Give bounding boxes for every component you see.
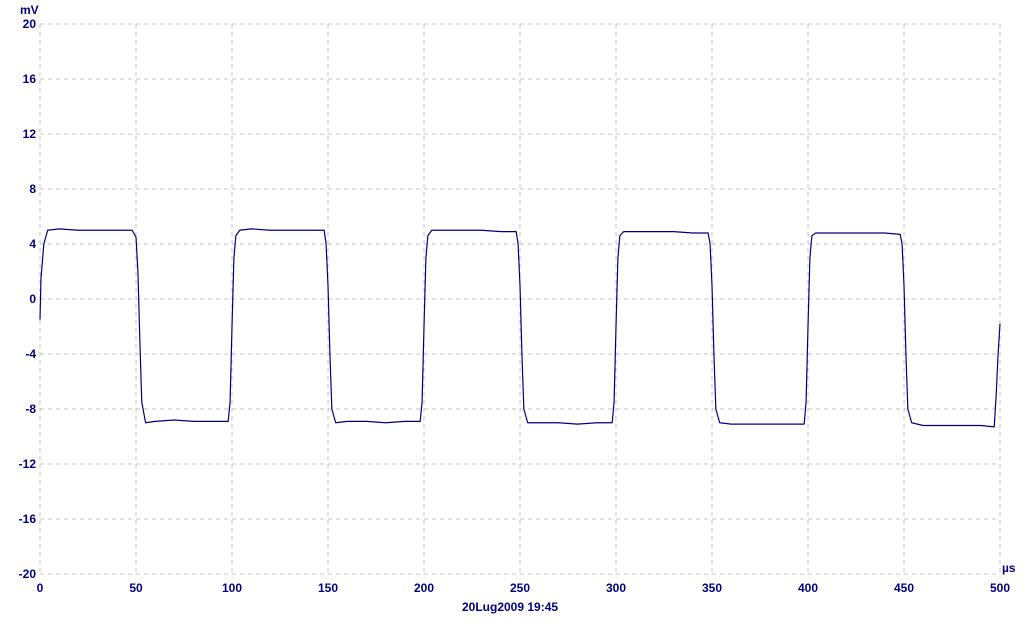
y-tick-label: -8 (25, 402, 36, 416)
y-axis-unit-label: mV (20, 3, 39, 17)
x-tick-label: 400 (798, 581, 818, 595)
y-tick-label: 4 (29, 237, 36, 251)
y-tick-label: 12 (23, 127, 37, 141)
x-tick-label: 250 (510, 581, 530, 595)
x-tick-label: 500 (990, 581, 1010, 595)
timestamp-label: 20Lug2009 19:45 (462, 600, 558, 614)
y-tick-label: 8 (29, 182, 36, 196)
y-tick-label: -4 (25, 347, 36, 361)
x-tick-labels: 0 50 100 150 200 250 300 350 400 450 500 (37, 581, 1011, 595)
y-tick-label: 16 (23, 72, 37, 86)
y-tick-label: -20 (19, 567, 37, 581)
y-tick-label: -12 (19, 457, 37, 471)
x-tick-label: 450 (894, 581, 914, 595)
x-tick-label: 200 (414, 581, 434, 595)
y-tick-labels: 20 16 12 8 4 0 -4 -8 -12 -16 -20 (19, 17, 37, 581)
y-tick-label: -16 (19, 512, 37, 526)
signal-trace (39, 228, 1001, 428)
x-tick-label: 150 (318, 581, 338, 595)
x-tick-label: 350 (702, 581, 722, 595)
x-axis-unit-label: µs (1002, 561, 1016, 575)
y-tick-label: 20 (23, 17, 37, 31)
x-tick-label: 0 (37, 581, 44, 595)
y-tick-label: 0 (29, 292, 36, 306)
x-tick-label: 300 (606, 581, 626, 595)
x-tick-label: 100 (222, 581, 242, 595)
x-tick-label: 50 (129, 581, 143, 595)
